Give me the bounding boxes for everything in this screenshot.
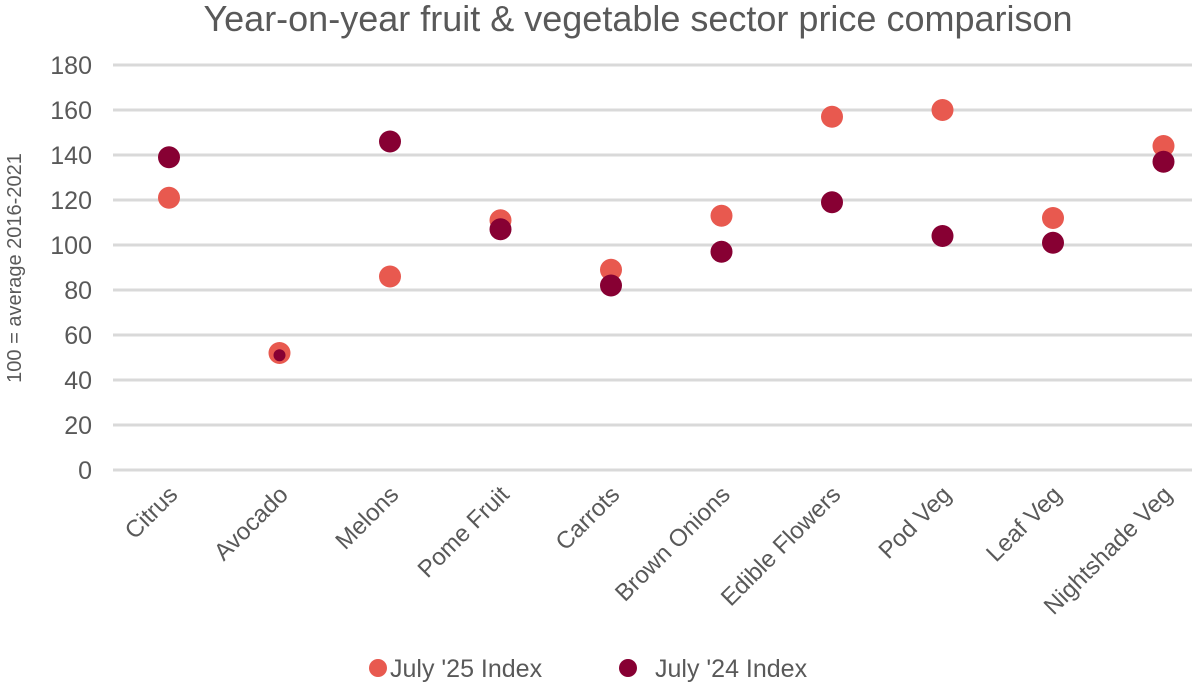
x-tick-label: Edible Flowers (716, 481, 846, 611)
data-point-july-24 (710, 240, 733, 263)
data-point-july-25 (821, 105, 843, 128)
gridlines (113, 63, 1192, 472)
data-point-july-25 (379, 265, 401, 288)
y-tick-label: 140 (50, 142, 92, 170)
data-point-july-25 (931, 99, 954, 121)
y-tick-label: 60 (64, 322, 92, 350)
chart-title: Year-on-year fruit & vegetable sector pr… (203, 0, 1072, 39)
data-point-july-24 (379, 130, 401, 153)
y-tick-label: 40 (64, 367, 92, 395)
data-point-july-24 (489, 218, 512, 241)
y-tick-label: 180 (50, 52, 92, 80)
data-point-july-25 (1152, 135, 1175, 157)
legend: July '25 Index July '24 Index (369, 655, 808, 683)
x-tick-label: Leaf Veg (981, 481, 1067, 567)
data-point-july-24 (931, 225, 954, 247)
data-points (158, 99, 1175, 364)
y-tick-label: 100 (50, 232, 92, 260)
y-tick-label: 20 (64, 412, 92, 440)
y-axis-ticks: 0 20 40 60 80 100 120 140 160 180 (50, 52, 92, 485)
data-point-july-24 (600, 274, 622, 297)
x-tick-label: Brown Onions (610, 481, 736, 607)
x-tick-label: Avocado (209, 481, 294, 566)
legend-marker-july-24 (619, 659, 637, 677)
data-point-july-25 (158, 186, 180, 209)
y-tick-label: 160 (50, 97, 92, 125)
data-point-july-24 (273, 349, 286, 362)
data-point-july-25 (1042, 207, 1064, 229)
data-point-july-24 (158, 146, 180, 169)
x-tick-label: Carrots (551, 481, 626, 556)
y-tick-label: 80 (64, 277, 92, 305)
data-point-july-24 (1152, 150, 1175, 173)
data-point-july-25 (710, 204, 733, 227)
legend-marker-july-25 (369, 659, 387, 677)
x-tick-label: Pome Fruit (413, 481, 515, 583)
data-point-july-24 (821, 191, 843, 214)
y-tick-label: 0 (78, 457, 92, 485)
x-tick-label: Pod Veg (873, 481, 956, 564)
x-tick-label: Citrus (120, 481, 183, 544)
y-axis-label: 100 = average 2016-2021 (4, 153, 26, 383)
data-point-july-24 (1042, 231, 1064, 254)
legend-label-july-24: July '24 Index (655, 655, 808, 683)
x-axis-labels: Citrus Avocado Melons Pome Fruit CarrotsBrow… (120, 481, 1178, 620)
x-tick-label: Melons (330, 481, 404, 555)
data-point-july-25 (600, 258, 622, 281)
y-tick-label: 120 (50, 187, 92, 215)
legend-label-july-25: July '25 Index (390, 655, 543, 683)
